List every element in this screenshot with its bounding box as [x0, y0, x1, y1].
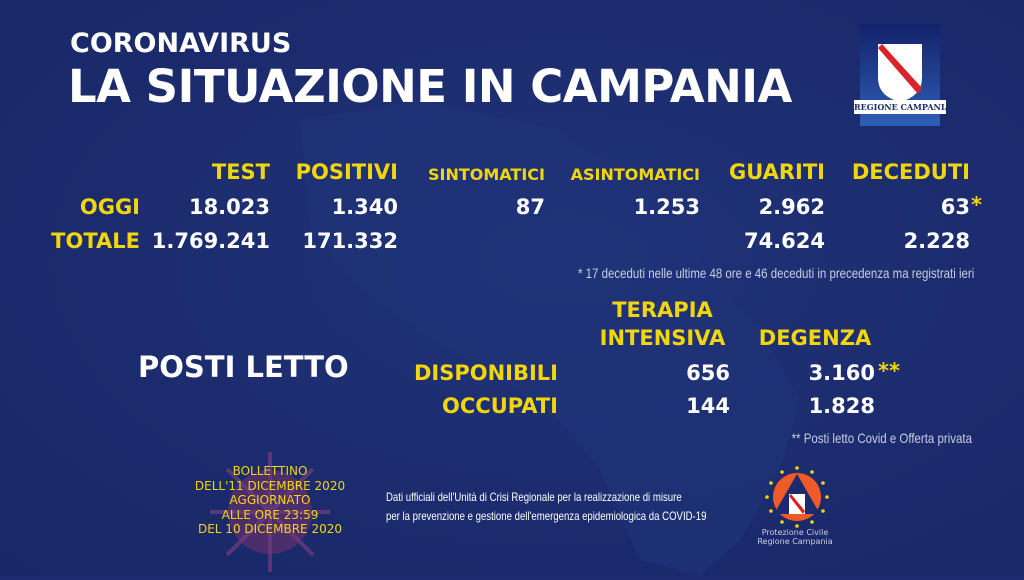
occupati-ti: 144	[686, 394, 730, 418]
protezione-civile-logo	[765, 466, 829, 528]
shield-icon	[878, 44, 922, 102]
deceduti-footnote: * 17 deceduti nelle ultime 48 ore e 46 d…	[577, 265, 974, 281]
header-asintomatici: ASINTOMATICI	[570, 165, 700, 184]
header-terapia: TERAPIA	[612, 298, 713, 322]
oggi-test: 18.023	[188, 195, 270, 219]
totale-test: 1.769.241	[151, 229, 270, 253]
header-deceduti: DECEDUTI	[851, 160, 970, 184]
oggi-guariti: 2.962	[758, 195, 825, 219]
header-guariti: GUARITI	[728, 160, 825, 184]
bulletin-line: DELL'11 DICEMBRE 2020	[194, 478, 346, 493]
page-title: LA SITUAZIONE IN CAMPANIA	[68, 60, 792, 113]
logo-text: REGIONE CAMPANIA	[854, 100, 951, 114]
source-note: Dati ufficiali dell'Unità di Crisi Regio…	[356, 488, 707, 526]
regione-campania-logo: REGIONE CAMPANIA	[854, 24, 951, 126]
source-line: per la prevenzione e gestione dell'emerg…	[386, 509, 707, 523]
totale-positivi: 171.332	[302, 229, 398, 253]
protezione-civile-text: Protezione Civile Regione Campania	[745, 528, 845, 546]
oggi-asintomatici: 1.253	[633, 195, 700, 219]
header-intensiva: INTENSIVA	[599, 326, 726, 350]
virus-icon	[210, 452, 330, 572]
row-label-oggi: OGGI	[79, 195, 140, 219]
totale-deceduti: 2.228	[903, 229, 970, 253]
bulletin-line: AGGIORNATO	[229, 493, 311, 507]
beds-footnote: ** Posti letto Covid e Offerta privata	[791, 430, 972, 446]
occupati-degenza: 1.828	[808, 394, 875, 418]
oggi-positivi: 1.340	[331, 195, 398, 219]
oggi-sintomatici: 87	[515, 195, 545, 219]
bulletin-line: ALLE ORE 23:59	[221, 507, 319, 522]
row-label-occupati: OCCUPATI	[442, 394, 558, 418]
disponibili-degenza: 3.160	[808, 361, 875, 385]
totale-guariti: 74.624	[743, 229, 825, 253]
deceduti-asterisk: *	[971, 193, 982, 217]
protezione-line: Regione Campania	[757, 537, 833, 546]
header-degenza: DEGENZA	[758, 326, 872, 350]
kicker: CORONAVIRUS	[70, 28, 292, 59]
protezione-line: Protezione Civile	[761, 528, 829, 537]
bulletin-line: BOLLETTINO	[232, 464, 308, 478]
disponibili-ti: 656	[686, 361, 730, 385]
row-label-disponibili: DISPONIBILI	[413, 361, 558, 385]
row-label-totale: TOTALE	[51, 229, 140, 253]
degenza-asterisks: **	[878, 359, 900, 383]
posti-letto-title: POSTI LETTO	[138, 350, 349, 384]
source-line: Dati ufficiali dell'Unità di Crisi Regio…	[386, 490, 682, 504]
bulletin-line: DEL 10 DICEMBRE 2020	[197, 522, 342, 536]
oggi-deceduti: 63	[940, 195, 970, 219]
bulletin-info: BOLLETTINO DELL'11 DICEMBRE 2020 AGGIORN…	[170, 464, 370, 537]
header-test: TEST	[211, 160, 270, 184]
header-positivi: POSITIVI	[295, 160, 398, 184]
header-sintomatici: SINTOMATICI	[427, 165, 545, 184]
